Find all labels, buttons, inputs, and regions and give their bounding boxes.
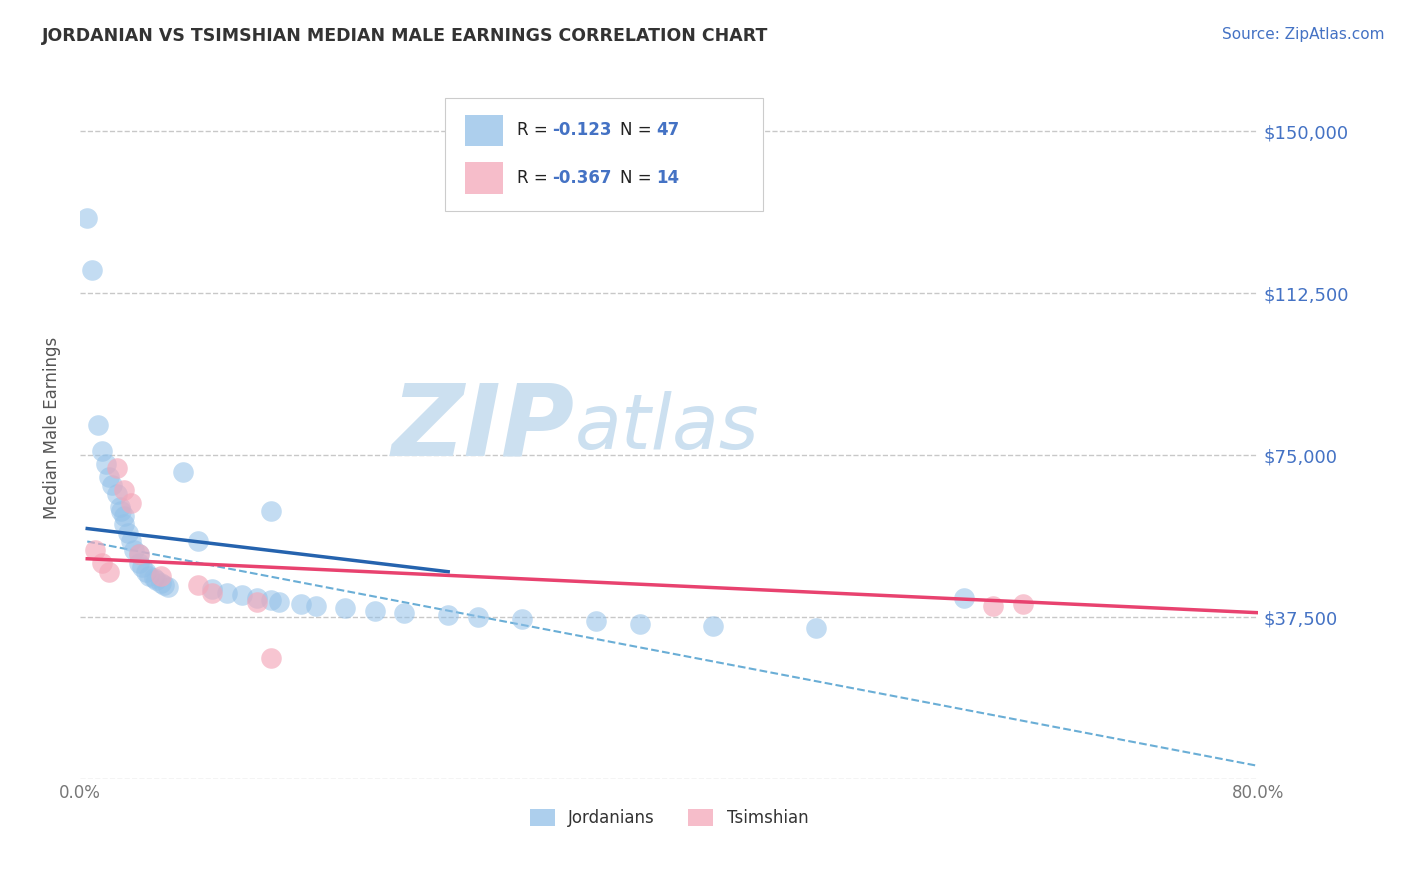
Point <box>333 601 356 615</box>
Point <box>201 582 224 596</box>
Point <box>246 595 269 609</box>
Text: -0.367: -0.367 <box>553 169 612 186</box>
Point <box>108 500 131 514</box>
Point <box>952 591 974 605</box>
Point <box>86 417 108 432</box>
Point <box>149 569 172 583</box>
Point <box>157 580 180 594</box>
Point <box>187 534 209 549</box>
Point <box>217 586 239 600</box>
Point <box>98 469 121 483</box>
Point <box>585 615 607 629</box>
Text: N =: N = <box>620 121 657 139</box>
Point <box>260 504 283 518</box>
Text: Source: ZipAtlas.com: Source: ZipAtlas.com <box>1222 27 1385 42</box>
Point <box>149 575 172 590</box>
Point <box>1011 597 1033 611</box>
Point <box>83 543 105 558</box>
Text: atlas: atlas <box>575 392 759 466</box>
Text: R =: R = <box>517 169 553 186</box>
Point <box>91 556 114 570</box>
Point <box>510 612 533 626</box>
Point <box>124 543 146 558</box>
Point <box>76 211 98 225</box>
Point <box>80 262 103 277</box>
Point <box>187 577 209 591</box>
FancyBboxPatch shape <box>465 162 503 194</box>
Text: 14: 14 <box>657 169 679 186</box>
Text: N =: N = <box>620 169 657 186</box>
FancyBboxPatch shape <box>446 98 763 211</box>
Point <box>120 534 142 549</box>
Point <box>153 577 176 591</box>
Text: 47: 47 <box>657 121 679 139</box>
Point <box>142 571 165 585</box>
Point <box>91 443 114 458</box>
Point <box>363 603 385 617</box>
Point <box>112 508 135 523</box>
Point <box>128 548 150 562</box>
Point <box>135 565 157 579</box>
Point <box>105 461 128 475</box>
Point <box>138 569 160 583</box>
Point <box>304 599 326 614</box>
Point <box>112 483 135 497</box>
Point <box>437 607 460 622</box>
Point <box>110 504 132 518</box>
Point <box>131 560 153 574</box>
Text: R =: R = <box>517 121 553 139</box>
Point <box>702 618 724 632</box>
Point <box>172 466 194 480</box>
Point <box>260 592 283 607</box>
FancyBboxPatch shape <box>465 114 503 146</box>
Point <box>128 548 150 562</box>
Point <box>231 589 253 603</box>
Point <box>392 606 415 620</box>
Y-axis label: Median Male Earnings: Median Male Earnings <box>44 337 60 519</box>
Point <box>96 457 118 471</box>
Point <box>98 565 121 579</box>
Text: ZIP: ZIP <box>392 380 575 476</box>
Point <box>101 478 124 492</box>
Point <box>112 517 135 532</box>
Point <box>145 574 167 588</box>
Point <box>981 599 1004 614</box>
Point <box>290 597 312 611</box>
Point <box>628 616 651 631</box>
Point <box>120 496 142 510</box>
Point <box>267 595 290 609</box>
Point <box>201 586 224 600</box>
Point <box>246 591 269 605</box>
Legend: Jordanians, Tsimshian: Jordanians, Tsimshian <box>523 802 815 834</box>
Point <box>806 621 828 635</box>
Text: -0.123: -0.123 <box>553 121 612 139</box>
Point <box>117 525 139 540</box>
Point <box>105 487 128 501</box>
Point <box>128 556 150 570</box>
Point <box>467 610 489 624</box>
Point <box>260 651 283 665</box>
Text: JORDANIAN VS TSIMSHIAN MEDIAN MALE EARNINGS CORRELATION CHART: JORDANIAN VS TSIMSHIAN MEDIAN MALE EARNI… <box>42 27 769 45</box>
